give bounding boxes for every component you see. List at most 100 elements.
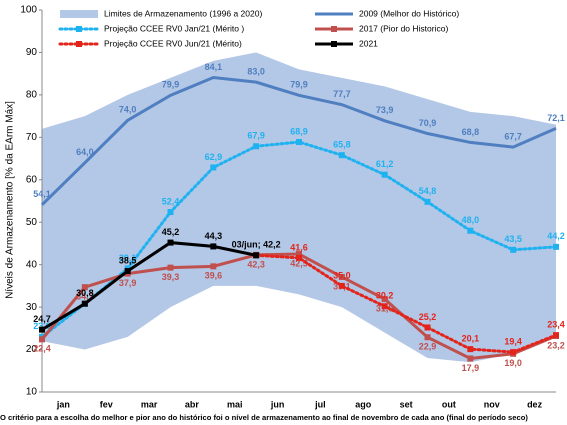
x-tick-label: jul <box>314 399 326 409</box>
point-marker <box>338 273 345 280</box>
data-label: 37,9 <box>119 278 137 288</box>
y-tick-label: 50 <box>26 217 38 228</box>
point-marker <box>510 349 517 356</box>
y-tick-label: 70 <box>26 132 38 143</box>
data-label: 61,2 <box>376 159 394 169</box>
data-label: 44,2 <box>547 231 565 241</box>
point-marker <box>210 164 217 171</box>
data-label: 65,8 <box>333 140 351 150</box>
legend-label: Limites de Armazenamento (1996 a 2020) <box>104 8 262 18</box>
x-tick-label: abr <box>185 399 200 409</box>
y-tick-label: 40 <box>26 259 38 270</box>
point-marker <box>467 346 474 353</box>
point-marker <box>253 252 260 259</box>
data-label: 62,9 <box>205 152 223 162</box>
data-label: 79,9 <box>162 80 180 90</box>
data-label: 44,3 <box>205 231 223 241</box>
data-label: 52,4 <box>162 196 180 206</box>
point-marker <box>124 268 131 275</box>
data-label: 22,9 <box>419 342 437 352</box>
x-tick-label: nov <box>484 399 500 409</box>
x-tick-label: jan <box>56 399 70 409</box>
data-label: 22,4 <box>33 344 51 354</box>
legend-swatch <box>60 10 98 18</box>
x-tick-label: mai <box>227 399 243 409</box>
data-label: 54,8 <box>419 186 437 196</box>
point-marker <box>296 254 302 261</box>
data-label: 24,7 <box>33 314 51 324</box>
legend-label: Projeção CCEE RV0 Jun/21 (Mérito) <box>104 38 242 48</box>
data-label: 83,0 <box>247 67 265 77</box>
point-marker <box>81 284 88 291</box>
legend-marker <box>331 26 337 32</box>
point-marker <box>381 296 388 303</box>
data-label: 38,5 <box>119 255 137 265</box>
point-marker <box>553 332 559 339</box>
data-label: 42,5 <box>290 258 308 268</box>
x-tick-label: jun <box>270 399 285 409</box>
footnote: O critério para a escolha do melhor e pi… <box>0 413 528 422</box>
legend-marker <box>76 26 82 32</box>
data-label: 68,8 <box>462 127 480 137</box>
data-label: 20,1 <box>462 334 480 344</box>
data-label: 68,9 <box>290 126 308 136</box>
data-label: 84,1 <box>205 62 223 72</box>
data-label: 30,8 <box>76 288 94 298</box>
data-label: 39,1 <box>119 253 137 263</box>
data-label: 48,0 <box>462 215 480 225</box>
x-tick-label: ago <box>355 399 372 409</box>
data-label: 54,1 <box>33 189 51 199</box>
point-marker <box>253 143 260 150</box>
legend-label: 2017 (Pior do Historico) <box>359 23 448 33</box>
data-label: 17,9 <box>462 363 480 373</box>
data-label: 35,0 <box>333 270 351 280</box>
data-label: 39,6 <box>205 271 223 281</box>
y-tick-label: 60 <box>26 174 38 185</box>
point-marker <box>167 264 174 271</box>
x-tick-label: set <box>400 399 413 409</box>
data-label: 74,0 <box>119 105 137 115</box>
point-marker <box>210 243 217 250</box>
data-label: 23,0 <box>33 321 51 331</box>
point-marker <box>338 152 345 159</box>
y-tick-label: 80 <box>26 90 38 101</box>
data-label: 03/jun; 42,2 <box>232 240 281 250</box>
point-marker <box>296 139 302 146</box>
y-tick-label: 100 <box>20 5 37 16</box>
y-tick-label: 20 <box>26 344 38 355</box>
point-marker <box>467 355 474 362</box>
series-line <box>41 241 257 331</box>
data-label: 64,0 <box>76 147 94 157</box>
data-label: 73,9 <box>376 105 394 115</box>
point-marker <box>424 324 431 331</box>
x-tick-label: mar <box>141 399 158 409</box>
y-tick-label: 10 <box>26 387 38 398</box>
point-marker <box>296 251 302 258</box>
point-marker <box>467 227 474 234</box>
data-label: 30,2 <box>376 291 394 301</box>
series-line <box>254 253 558 354</box>
data-label: 72,1 <box>547 113 565 123</box>
data-label: 42,3 <box>247 259 265 269</box>
point-marker <box>39 336 45 343</box>
data-label: 19,4 <box>504 336 522 346</box>
point-marker <box>39 326 45 333</box>
data-label: 70,9 <box>419 118 437 128</box>
point-marker <box>167 239 174 246</box>
point-marker <box>510 246 517 253</box>
x-tick-label: fev <box>100 399 113 409</box>
x-tick-label: out <box>442 399 456 409</box>
point-marker <box>381 303 388 310</box>
point-marker <box>553 243 559 250</box>
data-label: 39,3 <box>162 272 180 282</box>
point-marker <box>381 171 388 178</box>
legend-marker <box>76 41 82 47</box>
data-label: 43,5 <box>504 234 522 244</box>
point-marker <box>424 198 431 205</box>
data-label: 34,7 <box>76 292 94 302</box>
point-marker <box>338 282 345 289</box>
data-label: 41,6 <box>290 242 308 252</box>
storage-band <box>42 52 556 363</box>
data-label: 19,0 <box>504 358 522 368</box>
